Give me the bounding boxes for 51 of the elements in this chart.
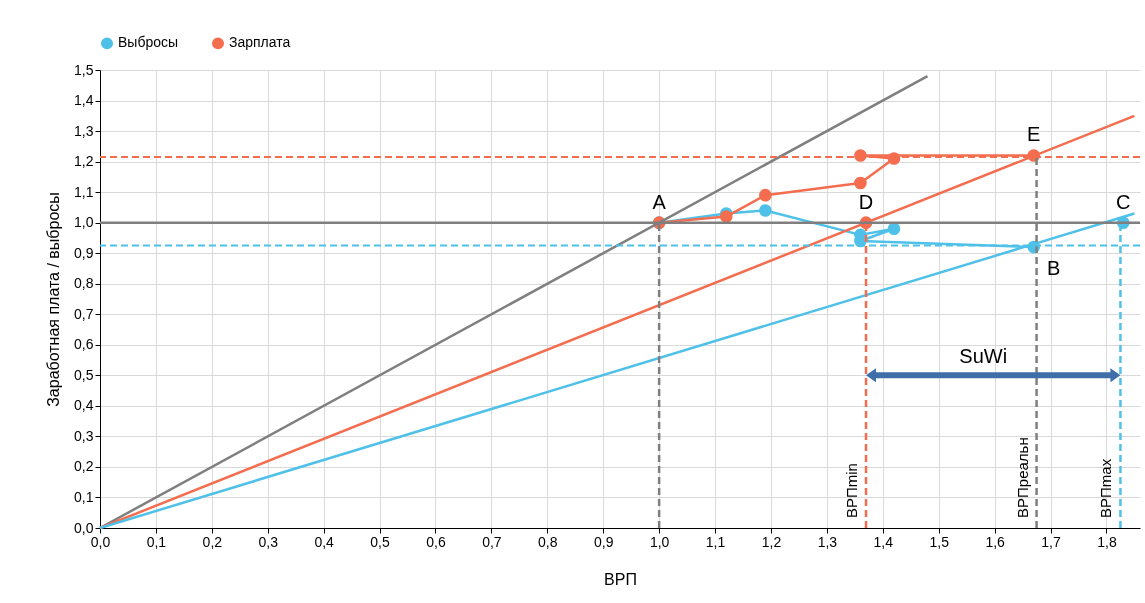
- y-tick-label: 0,7: [74, 305, 94, 322]
- x-tick-label: 0,1: [146, 533, 167, 550]
- x-tick-label: 0,9: [593, 533, 614, 550]
- x-tick-label: 0,5: [370, 533, 391, 550]
- y-tick-label: 1,3: [74, 122, 94, 139]
- x-tick-label: 0,7: [482, 533, 502, 550]
- annotation: C: [1116, 190, 1131, 213]
- x-tick-label: 1,1: [705, 533, 726, 550]
- y-tick-label: 1,0: [74, 214, 94, 231]
- point: [759, 188, 772, 202]
- x-tick-label: 0,8: [538, 533, 558, 550]
- x-tick-label: 0,3: [258, 533, 279, 550]
- y-tick-label: 1,4: [74, 92, 94, 109]
- annotation: D: [858, 190, 874, 213]
- y-tick-label: 0,5: [74, 366, 94, 383]
- legend-label: Зарплата: [229, 34, 291, 51]
- y-axis-title: Заработная плата / выбросы: [45, 192, 63, 407]
- point: [854, 176, 867, 190]
- legend-label: Выбросы: [118, 34, 179, 51]
- y-tick-label: 1,5: [74, 61, 94, 78]
- x-tick-label: 0,4: [314, 533, 335, 550]
- point: [759, 204, 772, 217]
- y-tick-label: 0,2: [74, 458, 94, 475]
- y-tick-label: 0,9: [74, 244, 94, 261]
- x-tick-label: 1,6: [985, 533, 1006, 550]
- x-tick-label: 0,6: [426, 533, 446, 550]
- x-tick-label: 0,2: [202, 533, 223, 550]
- y-tick-label: 1,1: [74, 183, 94, 200]
- x-tick-label: 1,4: [873, 533, 894, 550]
- annotation: B: [1047, 257, 1061, 280]
- annotation: E: [1027, 123, 1041, 146]
- annotation: SuWi: [959, 345, 1008, 368]
- x-axis-title: ВРП: [604, 570, 637, 588]
- x-tick-label: 1,8: [1097, 533, 1117, 550]
- annotation: ВРПреальн: [1013, 437, 1031, 518]
- x-tick-label: 1,7: [1041, 533, 1061, 550]
- annotation: ВРПmax: [1097, 458, 1115, 518]
- y-tick-label: 0,8: [74, 275, 94, 292]
- annotation: A: [652, 190, 667, 213]
- x-tick-label: 1,3: [817, 533, 838, 550]
- y-tick-label: 0,0: [74, 519, 94, 536]
- y-tick-label: 1,2: [74, 153, 94, 170]
- x-tick-label: 1,2: [761, 533, 782, 550]
- x-tick-label: 1,5: [929, 533, 950, 550]
- x-tick-label: 1,0: [649, 533, 670, 550]
- y-tick-label: 0,1: [74, 488, 94, 505]
- y-tick-label: 0,6: [74, 336, 94, 353]
- annotation: ВРПmin: [843, 463, 861, 518]
- y-tick-label: 0,4: [74, 397, 94, 414]
- y-tick-label: 0,3: [74, 427, 94, 444]
- x-tick-label: 0,0: [90, 533, 111, 550]
